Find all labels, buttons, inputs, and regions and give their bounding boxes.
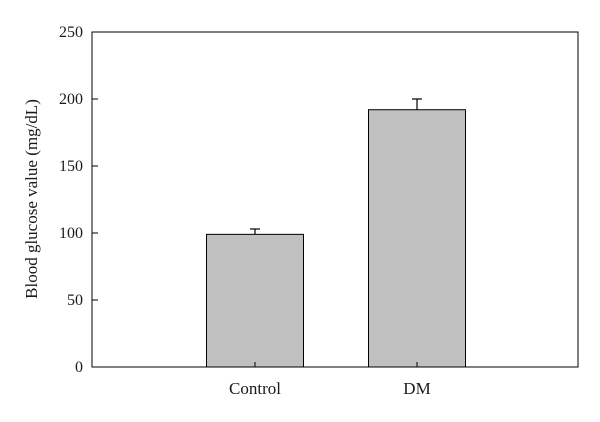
y-tick-label: 50 bbox=[67, 292, 83, 309]
y-tick-label: 100 bbox=[59, 225, 83, 242]
y-tick-label: 200 bbox=[59, 91, 83, 108]
x-tick-label-dm: DM bbox=[403, 379, 430, 398]
error-bars bbox=[250, 98, 422, 235]
y-axis-label: Blood glucose value (mg/dL) bbox=[22, 99, 41, 299]
y-tick-label: 0 bbox=[75, 359, 83, 376]
y-tick-label: 250 bbox=[59, 24, 83, 41]
y-tick-label: 150 bbox=[59, 158, 83, 175]
bar-dm bbox=[368, 109, 466, 368]
plot-frame bbox=[91, 31, 579, 368]
bars bbox=[206, 109, 466, 368]
x-tick-label-control: Control bbox=[229, 379, 281, 398]
bar-control bbox=[206, 233, 304, 368]
x-axis: Control DM bbox=[229, 362, 431, 398]
y-axis: 0 50 100 150 200 250 bbox=[59, 24, 98, 376]
plot-area bbox=[91, 31, 579, 368]
